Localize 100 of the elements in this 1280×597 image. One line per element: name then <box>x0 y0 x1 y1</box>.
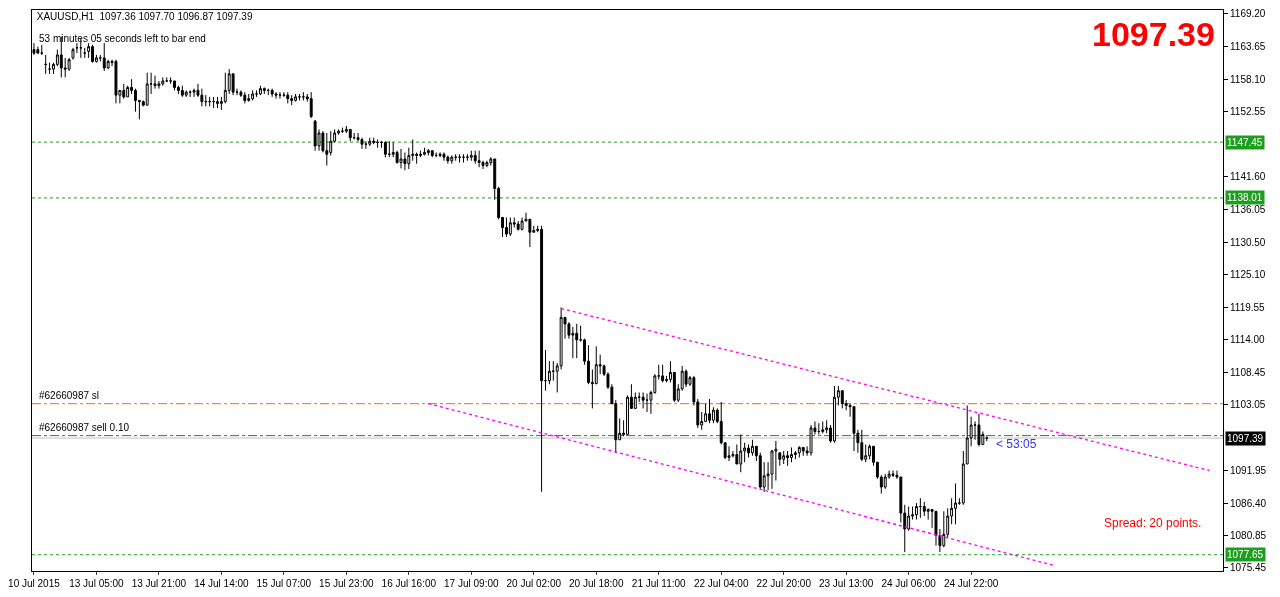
candlestick <box>145 72 149 106</box>
y-tick-label: 1103.05 <box>1230 399 1266 411</box>
ref-line-label: #62660987 sell 0.10 <box>39 422 130 433</box>
y-tick-label: 1125.10 <box>1230 268 1266 280</box>
candlestick <box>438 151 442 158</box>
candlestick <box>325 132 329 166</box>
candlestick <box>383 140 387 158</box>
y-tick-label: 1169.20 <box>1230 8 1266 20</box>
candlestick <box>348 128 352 142</box>
candlestick <box>360 137 364 150</box>
annotation: Spread: 20 points. <box>1104 516 1202 530</box>
x-tick-label: 22 Jul 04:00 <box>693 578 749 589</box>
candlestick <box>840 390 844 409</box>
y-tick-label: 1163.65 <box>1230 40 1266 52</box>
candlestick <box>883 473 887 490</box>
x-tick-label: 24 Jul 22:00 <box>943 578 999 589</box>
candlestick <box>790 446 793 463</box>
y-tick-label: 1114.00 <box>1230 334 1266 346</box>
x-tick-label: 20 Jul 02:00 <box>506 578 562 589</box>
candlestick <box>809 424 813 457</box>
candlestick <box>508 216 512 237</box>
candlestick <box>852 406 856 452</box>
y-tick-label: 1075.45 <box>1230 562 1267 574</box>
candlestick <box>173 80 176 91</box>
candlestick <box>540 225 544 493</box>
candlestick <box>504 216 508 238</box>
candlestick <box>739 433 743 473</box>
candlestick <box>91 44 94 64</box>
candlestick <box>247 93 251 103</box>
ref-line-label: 1138.01 <box>1227 192 1263 203</box>
candlestick <box>372 137 376 145</box>
y-tick-label: 1091.95 <box>1230 464 1267 476</box>
candlestick <box>833 385 836 444</box>
candlestick <box>657 364 661 380</box>
candlestick <box>793 450 797 460</box>
candlestick <box>547 360 551 385</box>
candlestick <box>977 413 981 447</box>
candlestick <box>571 326 575 359</box>
candlestick <box>403 151 407 171</box>
candlestick <box>364 140 368 150</box>
candlestick <box>114 59 118 104</box>
x-tick-label: 17 Jul 09:00 <box>444 578 499 589</box>
candlestick <box>399 148 403 169</box>
y-tick-label: 1080.85 <box>1230 530 1267 542</box>
candlestick <box>122 83 126 100</box>
candlestick <box>426 148 430 156</box>
candlestick <box>258 85 262 96</box>
y-tick-label: 1086.40 <box>1230 497 1267 509</box>
candlestick <box>469 150 473 162</box>
ref-line-label: #62660987 sl <box>39 390 100 401</box>
candlestick <box>747 443 751 458</box>
candlestick <box>485 160 489 168</box>
candlestick <box>87 42 91 59</box>
candlestick <box>782 450 786 465</box>
y-tick-label: 1136.05 <box>1230 204 1266 216</box>
x-tick-label: 16 Jul 16:00 <box>381 578 437 589</box>
candlestick <box>231 73 235 96</box>
candlestick <box>985 435 989 442</box>
candlestick <box>262 86 266 95</box>
y-tick-label: 1158.10 <box>1230 73 1266 85</box>
x-tick-label: 13 Jul 21:00 <box>131 578 187 589</box>
annotation: < 53:05 <box>996 437 1037 451</box>
x-tick-label: 15 Jul 07:00 <box>256 578 312 589</box>
candlestick <box>915 502 918 521</box>
candlestick <box>157 80 161 90</box>
candlestick <box>153 75 157 90</box>
candlestick <box>442 151 446 162</box>
candlestick <box>918 497 922 519</box>
x-tick-label: 22 Jul 20:00 <box>756 578 812 589</box>
candlestick <box>477 150 481 168</box>
candlestick <box>575 323 579 359</box>
chart-title: XAUUSD,H1 1097.36 1097.70 1096.87 1097.39 <box>36 11 253 23</box>
candlestick <box>942 510 946 548</box>
candlestick <box>270 88 274 98</box>
ref-line-label: 1147.45 <box>1227 137 1263 148</box>
candlestick <box>786 450 790 467</box>
candlestick <box>751 439 754 457</box>
x-tick-label: 10 Jul 2015 <box>8 578 61 589</box>
x-tick-label: 24 Jul 06:00 <box>881 578 937 589</box>
y-tick-label: 1130.50 <box>1230 236 1266 248</box>
x-tick-label: 20 Jul 18:00 <box>569 578 624 589</box>
candlestick <box>891 470 895 478</box>
candlestick <box>274 91 278 100</box>
candlestick <box>473 150 477 165</box>
candlestick <box>290 94 294 106</box>
candlestick <box>516 220 520 231</box>
x-tick-label: 21 Jul 11:00 <box>631 578 687 589</box>
candlestick <box>200 88 204 107</box>
ref-line-label: 1077.65 <box>1227 549 1264 560</box>
candlestick <box>708 398 711 424</box>
candlestick <box>544 349 547 392</box>
candlestick <box>797 445 801 458</box>
candlestick <box>278 91 282 100</box>
candlestick <box>387 140 391 158</box>
candlestick <box>309 91 313 119</box>
x-tick-label: 15 Jul 23:00 <box>319 578 375 589</box>
candlestick <box>243 91 247 104</box>
x-tick-label: 13 Jul 05:00 <box>69 578 125 589</box>
candlestick <box>294 93 298 103</box>
candlestick <box>520 216 524 231</box>
